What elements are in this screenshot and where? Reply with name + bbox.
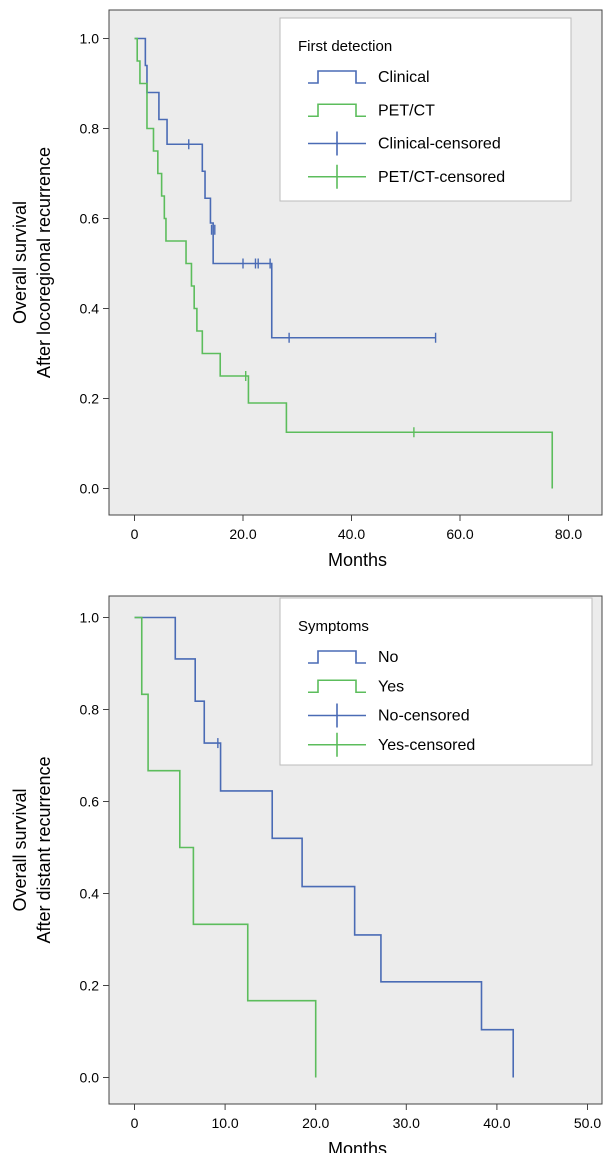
y-tick-label: 1.0 — [80, 610, 100, 626]
y-tick-label: 1.0 — [80, 31, 100, 47]
legend-box — [279, 597, 593, 766]
legend-box — [279, 17, 572, 202]
legend-swatch-step — [308, 650, 366, 664]
y-axis-title-line: After distant recurrence — [34, 756, 54, 943]
y-tick-label: 0.6 — [80, 794, 100, 810]
x-tick-label: 40.0 — [483, 1115, 510, 1131]
y-tick-label: 0.8 — [80, 121, 100, 137]
legend-swatch-step — [308, 679, 366, 694]
legend-entry-label: Yes — [378, 678, 404, 695]
y-tick-label: 0.4 — [80, 886, 100, 902]
survival-curve-pet-ct — [134, 37, 554, 489]
legend-entry-label: No — [378, 649, 399, 666]
legend-entry-label: Yes-censored — [378, 737, 475, 754]
x-tick-label: 20.0 — [229, 526, 256, 542]
y-tick-label: 0.2 — [80, 978, 100, 994]
y-tick-label: 0.0 — [80, 1070, 100, 1086]
y-axis-title-line: After locoregional recurrence — [34, 147, 54, 378]
legend-entry-label: PET/CT — [378, 102, 435, 119]
legend-swatch-step — [308, 70, 366, 84]
legend-swatch-step — [308, 103, 366, 118]
y-tick-label: 0.0 — [80, 481, 100, 497]
legend-title: Symptoms — [298, 618, 369, 635]
x-tick-label: 80.0 — [555, 526, 582, 542]
x-axis-title: Months — [328, 1139, 387, 1153]
y-axis-title-line: Overall survival — [10, 201, 30, 324]
x-tick-label: 40.0 — [338, 526, 365, 542]
survival-curve-yes — [134, 616, 317, 1078]
survival-curve-no — [134, 616, 515, 1078]
x-tick-label: 10.0 — [211, 1115, 238, 1131]
x-tick-label: 50.0 — [574, 1115, 601, 1131]
chart-distant-recurrence: 0.0 0.2 0.4 0.6 0.8 1.0 0 10.0 20.0 30.0 40.0 50.0 M… — [10, 595, 603, 1153]
x-tick-label: 30.0 — [393, 1115, 420, 1131]
legend-entry-label: PET/CT-censored — [378, 169, 505, 186]
chart-locoregional-recurrence: 0.0 0.2 0.4 0.6 0.8 1.0 0 20.0 40.0 60.0 80.0 Month… — [10, 9, 603, 570]
x-tick-label: 0 — [131, 1115, 139, 1131]
survival-curve-clinical — [134, 37, 436, 339]
x-tick-label: 20.0 — [302, 1115, 329, 1131]
y-tick-label: 0.6 — [80, 211, 100, 227]
y-tick-label: 0.8 — [80, 702, 100, 718]
x-tick-label: 60.0 — [446, 526, 473, 542]
legend-entry-label: No-censored — [378, 708, 470, 725]
y-tick-label: 0.4 — [80, 301, 100, 317]
y-tick-label: 0.2 — [80, 391, 100, 407]
x-axis-title: Months — [328, 550, 387, 570]
legend-title: First detection — [298, 38, 392, 55]
x-tick-label: 0 — [131, 526, 139, 542]
y-axis-title-line: Overall survival — [10, 788, 30, 911]
legend-entry-label: Clinical-censored — [378, 136, 501, 153]
legend-entry-label: Clinical — [378, 69, 430, 86]
